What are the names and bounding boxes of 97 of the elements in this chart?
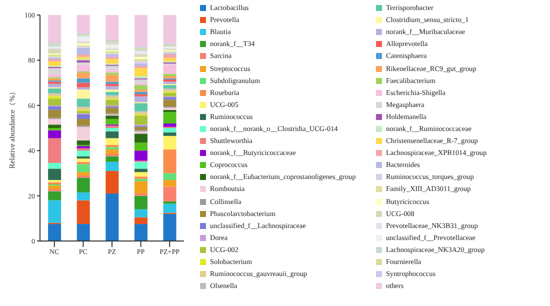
bar: [76, 178, 90, 192]
bar: [48, 15, 62, 42]
bar: [76, 78, 90, 83]
bar: [76, 15, 90, 34]
bar: [106, 15, 119, 40]
bar: [76, 172, 90, 176]
bar: [76, 158, 90, 162]
bar: [134, 209, 148, 218]
bar: [48, 118, 62, 125]
bar: [134, 15, 148, 47]
bar: [163, 97, 176, 100]
bar: [106, 131, 119, 138]
bar: [106, 154, 119, 156]
bar: [163, 54, 176, 58]
bar: [163, 15, 176, 44]
bar: [48, 186, 62, 190]
bar: [48, 61, 62, 66]
bar: [48, 106, 62, 110]
bar: [48, 98, 62, 106]
bar: [134, 79, 148, 83]
bar: [106, 74, 119, 82]
bar: [76, 36, 90, 41]
bar: [134, 134, 148, 143]
bar: [76, 164, 90, 172]
bar: [163, 123, 176, 127]
bar: [48, 163, 62, 169]
bar: [76, 126, 90, 140]
bar: [48, 84, 62, 88]
bar: [76, 224, 90, 241]
bar: [163, 85, 176, 88]
bar: [76, 200, 90, 224]
bar: [76, 64, 90, 72]
bar: [134, 96, 148, 102]
bar: [76, 48, 90, 55]
bar: [163, 100, 176, 107]
bar: [106, 59, 119, 64]
bar: [134, 103, 148, 112]
bar: [106, 44, 119, 48]
bar: [163, 180, 176, 187]
bar: [163, 112, 176, 124]
bar: [48, 200, 62, 223]
bar: [106, 162, 119, 171]
bar: [163, 173, 176, 180]
bar: [163, 186, 176, 202]
bar: [163, 128, 176, 133]
bar: [134, 150, 148, 161]
bar: [163, 214, 176, 241]
bar: [106, 149, 119, 154]
bar: [134, 68, 148, 76]
bar: [48, 224, 62, 241]
bar: [106, 116, 119, 119]
bar: [106, 100, 119, 106]
bar: [76, 118, 90, 126]
bar: [134, 126, 148, 130]
bar: [134, 168, 148, 172]
bar: [76, 72, 90, 78]
bar: [163, 58, 176, 62]
bar: [76, 140, 90, 145]
bar: [106, 118, 119, 125]
bar: [106, 128, 119, 132]
bar: [134, 142, 148, 151]
bar: [76, 82, 90, 88]
bar: [48, 68, 62, 74]
bar: [48, 191, 62, 200]
bar: [134, 162, 148, 169]
bar: [163, 64, 176, 74]
bar: [106, 170, 119, 194]
bar: [163, 92, 176, 96]
bar: [106, 86, 119, 90]
bar: [106, 194, 119, 241]
bar: [48, 124, 62, 128]
bar: [76, 114, 90, 119]
bar: [76, 192, 90, 200]
bar: [48, 48, 62, 54]
bar: [106, 66, 119, 70]
bar: [134, 172, 148, 177]
bar: [163, 149, 176, 174]
bar: [106, 156, 119, 162]
bar: [48, 88, 62, 93]
bar: [48, 168, 62, 180]
bar: [163, 136, 176, 150]
bar: [48, 110, 62, 118]
bar: [163, 204, 176, 213]
bar: [134, 116, 148, 125]
bar: [76, 150, 90, 156]
bar: [134, 181, 148, 194]
bar: [163, 132, 176, 136]
bar: [76, 98, 90, 107]
bar: [106, 138, 119, 145]
bar: [134, 217, 148, 224]
bar: [134, 85, 148, 90]
bar: [134, 224, 148, 241]
bar: [48, 138, 62, 164]
bar: [76, 90, 90, 99]
bar: [48, 130, 62, 138]
bar: [134, 196, 148, 210]
bar: [106, 108, 119, 114]
